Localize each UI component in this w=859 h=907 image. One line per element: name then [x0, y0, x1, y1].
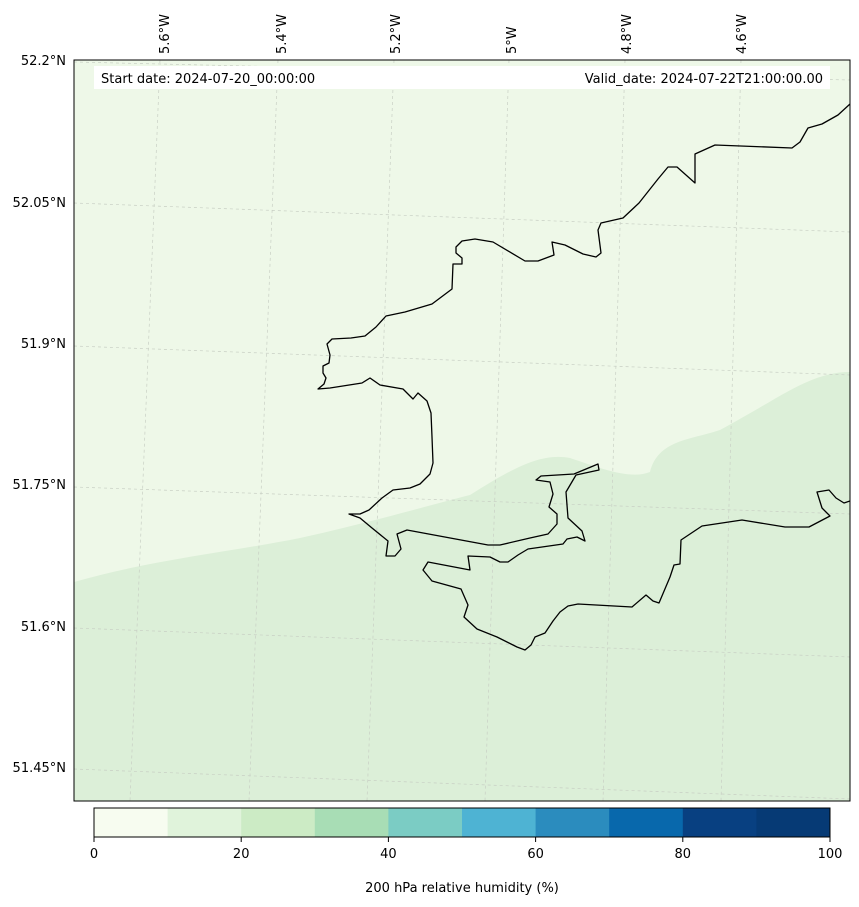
lat-label: 51.9°N — [21, 337, 66, 352]
longitude-labels: 5.6°W 5.4°W 5.2°W 5°W 4.8°W 4.6°W — [158, 14, 750, 54]
colorbar-tick-label: 80 — [675, 847, 692, 862]
start-date-label: Start date: 2024-07-20_00:00:00 — [101, 72, 315, 87]
lat-label: 52.05°N — [13, 196, 66, 211]
colorbar-swatch — [314, 808, 389, 837]
latitude-labels: 52.2°N 52.05°N 51.9°N 51.75°N 51.6°N 51.… — [13, 54, 66, 776]
colorbar-swatch — [94, 808, 169, 837]
lon-label: 5.6°W — [158, 14, 173, 54]
lat-label: 52.2°N — [21, 54, 66, 69]
valid-date-label: Valid_date: 2024-07-22T21:00:00.00 — [585, 72, 823, 87]
colorbar-label: 200 hPa relative humidity (%) — [365, 881, 559, 896]
lat-label: 51.6°N — [21, 620, 66, 635]
colorbar-tick-label: 20 — [233, 847, 250, 862]
lon-label: 4.6°W — [735, 14, 750, 54]
colorbar-frame — [93, 807, 831, 838]
colorbar-tick-label: 100 — [818, 847, 843, 862]
lon-label: 4.8°W — [620, 14, 635, 54]
date-info-box — [94, 66, 830, 89]
colorbar-tick-label: 40 — [380, 847, 397, 862]
colorbar-swatch — [756, 808, 831, 837]
colorbar-swatch — [388, 808, 463, 837]
colorbar-ticks: 0 20 40 60 80 100 — [90, 837, 843, 862]
colorbar-swatch — [241, 808, 316, 837]
lat-label: 51.75°N — [13, 478, 66, 493]
graticule — [74, 60, 850, 801]
map-panel[interactable] — [74, 60, 850, 801]
coastline — [317, 103, 850, 651]
lon-label: 5.4°W — [275, 14, 290, 54]
colorbar-tick-label: 0 — [90, 847, 98, 862]
colorbar-swatch — [167, 808, 242, 837]
colorbar-tick-label: 60 — [527, 847, 544, 862]
humidity-field-10-20 — [74, 372, 850, 801]
colorbar — [94, 808, 831, 837]
map-frame — [73, 59, 851, 802]
colorbar-swatch — [462, 808, 537, 837]
colorbar-swatch — [682, 808, 757, 837]
colorbar-swatch — [535, 808, 610, 837]
colorbar-swatch — [609, 808, 684, 837]
lon-label: 5°W — [505, 26, 520, 54]
lat-label: 51.45°N — [13, 761, 66, 776]
lon-label: 5.2°W — [389, 14, 404, 54]
